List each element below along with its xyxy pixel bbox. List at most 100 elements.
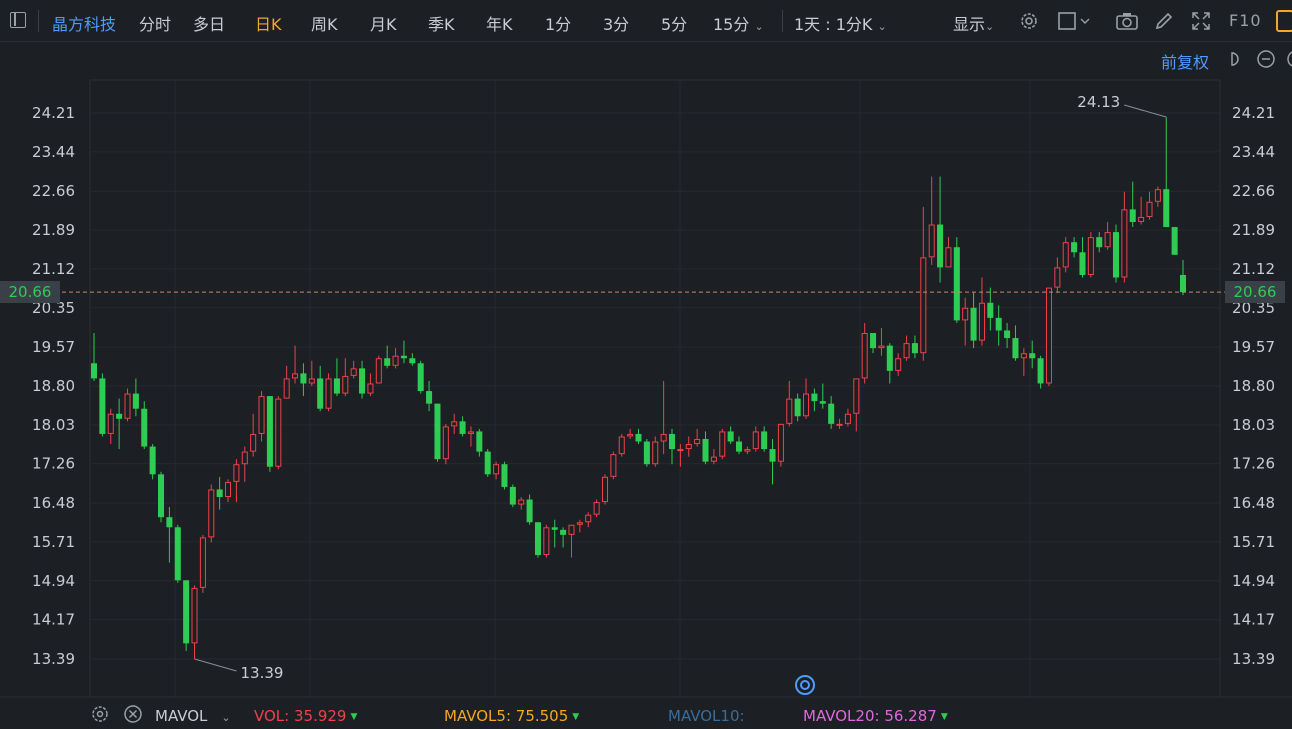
candlestick-chart[interactable]: 24.21 24.21 23.44 23.44 22.66 22.66 21.89 21.89… (0, 42, 1292, 698)
candle-body-down (769, 449, 776, 462)
candle-body-up (325, 378, 332, 409)
candle-body-up (652, 441, 659, 465)
candle-body-up (493, 464, 500, 475)
candle-body-up (895, 358, 902, 371)
candle-body-down (1004, 330, 1011, 339)
period-tab-1min[interactable]: 1分 (545, 15, 572, 34)
candle-body-up (467, 431, 474, 434)
candle-body-up (568, 524, 575, 535)
candle-body-up (107, 413, 114, 434)
candle-body-down (99, 378, 106, 434)
candle-body-up (275, 398, 282, 467)
indicator-settings-gear-icon[interactable] (90, 704, 110, 728)
f10-button[interactable]: F10 (1229, 11, 1262, 30)
y-tick-label-right: 20.35 (1232, 299, 1275, 317)
candle-body-down (970, 307, 977, 341)
candle-body-down (266, 396, 273, 467)
y-tick-label-left: 13.39 (32, 650, 75, 668)
candle-body-up (786, 398, 793, 424)
zoom-in-icon[interactable] (1280, 47, 1292, 71)
y-tick-label-right: 14.17 (1232, 611, 1275, 629)
period-tab-timeshare[interactable]: 分时 (139, 15, 172, 34)
candle-body-down (400, 355, 407, 359)
period-tab-quarterly[interactable]: 季K (428, 15, 455, 34)
candle-body-up (836, 423, 843, 426)
candle-body-up (601, 476, 609, 503)
candle-body-down (216, 489, 223, 498)
candle-body-down (149, 446, 156, 475)
down-triangle-icon: ▼ (350, 712, 358, 722)
candle-body-up (543, 527, 550, 556)
candle-body-up (694, 438, 701, 445)
low-annotation-leader (194, 658, 237, 672)
y-tick-label-right: 15.71 (1232, 533, 1275, 551)
candle-body-up (660, 433, 667, 442)
candle-body-down (1071, 242, 1078, 253)
period-tab-multiday[interactable]: 多日 (193, 15, 226, 34)
candle-body-up (1062, 242, 1069, 268)
stock-name[interactable]: 晶方科技 (52, 15, 117, 34)
candle-body-down (116, 413, 123, 419)
panel-toggle-icon[interactable] (10, 12, 26, 28)
candle-body-up (233, 464, 240, 482)
interval-select-label: 1天 : 1分K (794, 15, 873, 34)
settings-gear-icon[interactable] (1017, 9, 1041, 33)
period-tab-yearly[interactable]: 年K (486, 15, 513, 34)
candle-body-down (953, 247, 960, 321)
candle-body-down (459, 421, 466, 434)
candle-body-down (90, 363, 98, 379)
period-tab-3min[interactable]: 3分 (603, 15, 630, 34)
candle-body-down (1096, 237, 1103, 248)
candle-body-down (434, 403, 441, 460)
candle-body-down (937, 224, 944, 268)
indicator-select-label: MAVOL (155, 707, 208, 725)
candle-body-up (861, 333, 868, 379)
y-tick-label-right: 13.39 (1232, 650, 1275, 668)
chevron-down-icon: ⌄ (221, 711, 231, 724)
candle-body-up (962, 307, 969, 321)
undo-icon[interactable] (1225, 47, 1249, 71)
pencil-icon[interactable] (1152, 9, 1176, 33)
y-tick-label-right: 17.26 (1232, 455, 1275, 473)
display-menu[interactable]: 显示⌄ (953, 11, 994, 35)
interval-select[interactable]: 1天 : 1分K ⌄ (794, 11, 887, 35)
candle-body-up (1054, 267, 1061, 288)
candle-body-down (384, 358, 391, 366)
period-tab-daily[interactable]: 日K (255, 15, 282, 34)
fullscreen-icon[interactable] (1189, 9, 1213, 33)
candle-body-up (744, 449, 751, 452)
candle-body-up (250, 433, 257, 452)
toolbar-divider (782, 10, 783, 32)
toolbar-divider (38, 10, 39, 32)
camera-icon[interactable] (1115, 9, 1139, 33)
candle-body-up (710, 456, 717, 462)
period-tab-5min[interactable]: 5分 (661, 15, 688, 34)
price-adjust-toggle[interactable]: 前复权 (1160, 53, 1209, 72)
candle-body-down (157, 474, 165, 518)
candle-body-down (1163, 189, 1170, 228)
zoom-out-icon[interactable] (1254, 47, 1278, 71)
y-tick-label-left: 15.71 (32, 533, 75, 551)
high-annotation-label: 24.13 (1077, 93, 1120, 111)
y-tick-label-left: 22.66 (32, 182, 75, 200)
candle-body-down (417, 363, 424, 392)
checkbox-icon[interactable] (1055, 9, 1095, 33)
candle-body-up (292, 373, 299, 379)
candle-body-down (911, 343, 918, 354)
candle-body-down (643, 441, 650, 465)
candle-body-up (752, 431, 759, 450)
candle-body-down (794, 398, 801, 417)
candle-body-down (1112, 232, 1120, 278)
period-tab-monthly[interactable]: 月K (370, 15, 397, 34)
mavol5-value-label: MAVOL5: 75.505 (444, 707, 569, 725)
indicator-close-icon[interactable] (123, 704, 143, 728)
candle-body-up (199, 537, 206, 588)
mavol20-value-label: MAVOL20: 56.287 (803, 707, 937, 725)
period-tab-weekly[interactable]: 周K (311, 15, 338, 34)
side-panel-icon[interactable] (1276, 10, 1292, 32)
indicator-select[interactable]: MAVOL ⌄ (155, 707, 231, 725)
period-tab-15min[interactable]: 15分 ⌄ (713, 11, 764, 35)
candle-body-down (526, 499, 533, 523)
candle-body-up (576, 522, 583, 525)
y-tick-label-right: 22.66 (1232, 182, 1275, 200)
